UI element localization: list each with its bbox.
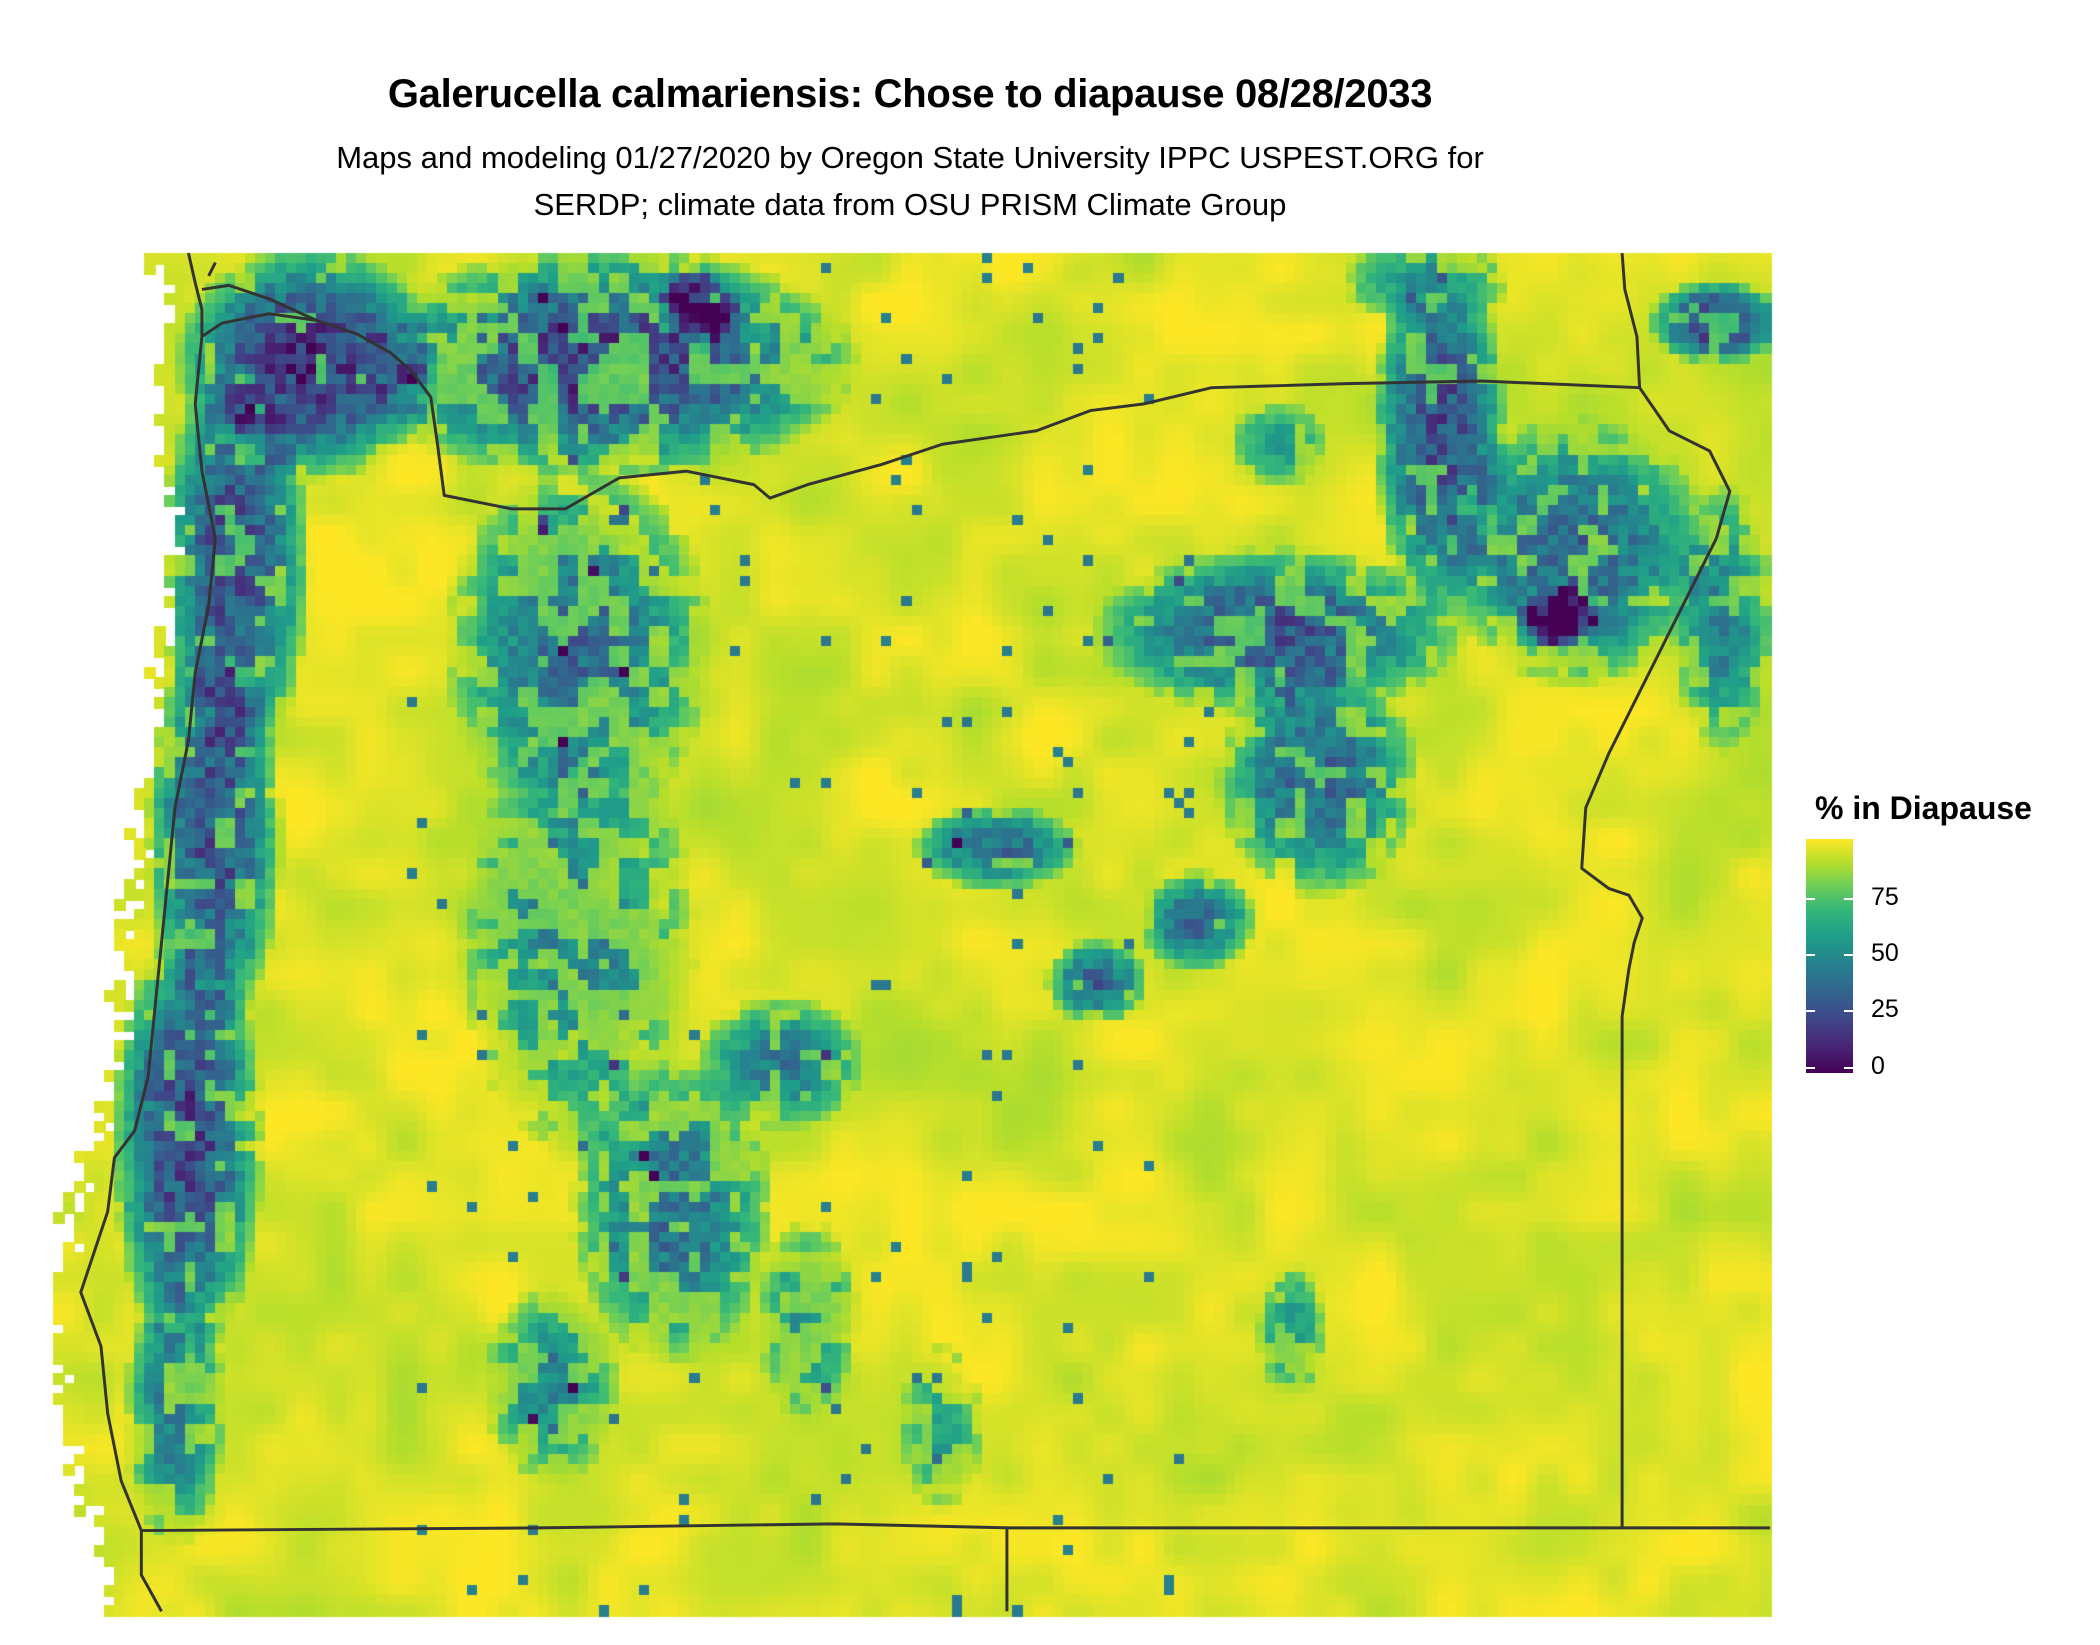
map-subtitle-line-1: Maps and modeling 01/27/2020 by Oregon S…: [336, 140, 1484, 175]
legend-title: % in Diapause: [1815, 790, 2032, 826]
legend-tick-0: [1806, 1067, 1853, 1069]
legend-tick-25: [1806, 1010, 1853, 1012]
map-subtitle-line-2: SERDP; climate data from OSU PRISM Clima…: [533, 187, 1287, 222]
legend-label-75: 75: [1871, 883, 1899, 911]
legend-tick-50: [1806, 954, 1853, 956]
map-title: Galerucella calmariensis: Chose to diapa…: [387, 72, 1433, 116]
legend-tick-75: [1806, 898, 1853, 900]
legend-label-0: 0: [1871, 1052, 1885, 1080]
legend-label-50: 50: [1871, 939, 1899, 967]
legend-label-25: 25: [1871, 995, 1899, 1023]
legend-colorbar: [1806, 839, 1853, 1073]
